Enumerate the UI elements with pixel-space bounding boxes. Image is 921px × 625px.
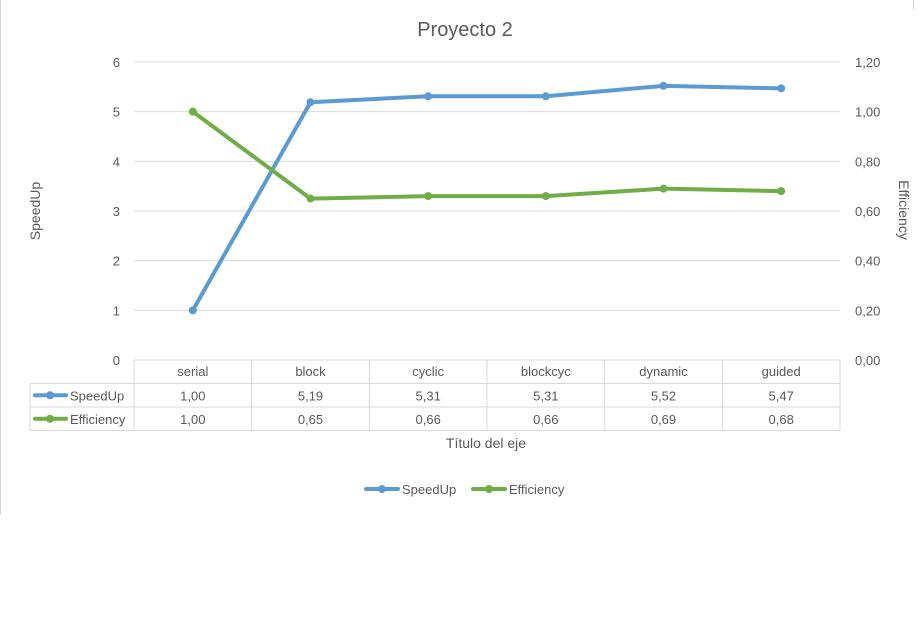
category-label: block [295,364,326,379]
data-point-efficiency [659,184,668,193]
y2-tick-label: 0,80 [855,154,880,169]
category-label: guided [762,364,801,379]
data-point-speedup [777,84,786,93]
data-label: 0,65 [298,412,323,427]
y2-axis-ticks: 0,00 0,20 0,40 0,60 0,80 1,00 1,20 [855,55,880,368]
series-lines [188,81,786,315]
y2-tick-label: 0,60 [855,204,880,219]
y2-axis-label: Efficiency [896,180,912,240]
y-axis-ticks: 0 1 2 3 4 5 6 [113,55,120,368]
data-label: 5,47 [769,388,794,403]
y-tick-label: 3 [113,204,120,219]
category-label: blockcyc [521,364,571,379]
table-series-name: SpeedUp [70,388,124,403]
sheet-gridline [913,0,914,10]
table-legend-key-efficiency [46,414,54,423]
data-label: 5,19 [298,388,323,403]
table-series-name: Efficiency [70,412,126,427]
x-axis-label: Título del eje [446,435,526,451]
data-label: 5,52 [651,388,676,403]
data-point-efficiency [541,192,550,201]
data-label: 1,00 [180,388,205,403]
data-label: 0,68 [769,412,794,427]
data-point-efficiency [424,192,433,201]
y-tick-label: 6 [113,55,120,70]
data-point-efficiency [306,194,315,203]
data-point-efficiency [777,187,786,196]
y-tick-label: 1 [113,303,120,318]
data-label: 1,00 [180,412,205,427]
y-tick-label: 0 [113,353,120,368]
category-label: cyclic [412,364,444,379]
data-label: 5,31 [533,388,558,403]
y2-tick-label: 0,40 [855,254,880,269]
y-tick-label: 4 [113,154,120,169]
gridlines [134,61,840,311]
category-label: serial [177,364,208,379]
legend-key-speedup [378,485,386,493]
data-point-speedup [541,92,550,101]
legend-label: SpeedUp [402,482,456,497]
category-label: dynamic [639,364,688,379]
y-tick-label: 5 [113,105,120,120]
y-axis-label: SpeedUp [27,182,43,241]
data-point-efficiency [188,107,197,116]
sheet-gridline [0,0,1,515]
series-line-speedup [190,83,784,313]
data-point-speedup [188,306,197,315]
y2-tick-label: 1,20 [855,55,880,70]
y2-tick-label: 1,00 [855,105,880,120]
y-tick-label: 2 [113,254,120,269]
table-legend-key-speedup [46,391,54,400]
y2-tick-label: 0,00 [855,353,880,368]
data-label: 5,31 [416,388,441,403]
data-label: 0,69 [651,412,676,427]
legend: SpeedUp Efficiency [364,482,565,497]
data-label: 0,66 [533,412,558,427]
data-label: 0,66 [416,412,441,427]
legend-label: Efficiency [509,482,565,497]
data-table: serial block cyclic blockcyc dynamic guided Sp… [29,359,841,431]
data-point-speedup [306,98,315,107]
data-point-speedup [659,81,668,90]
series-line-efficiency [190,109,784,201]
y2-tick-label: 0,20 [855,303,880,318]
legend-key-efficiency [485,485,493,493]
data-point-speedup [424,92,433,101]
chart-title: Proyecto 2 [417,19,513,41]
